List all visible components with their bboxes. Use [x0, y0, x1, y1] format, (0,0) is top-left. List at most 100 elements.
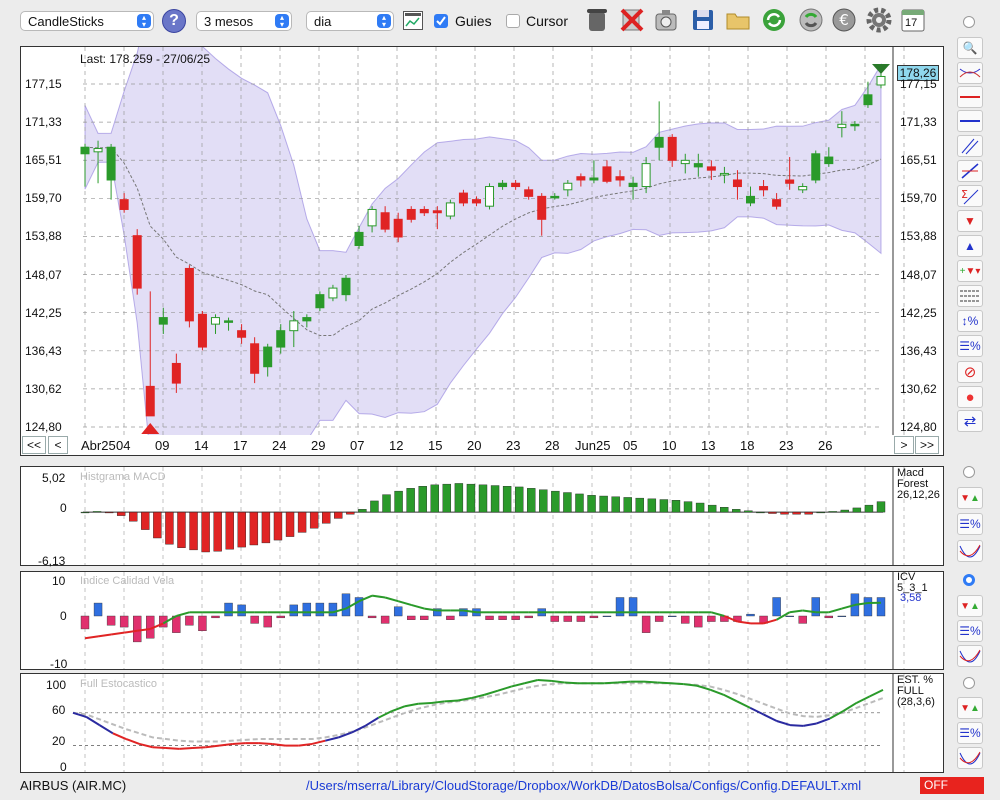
horizontal-line-blue-button[interactable] [957, 110, 983, 132]
candle-body [302, 317, 312, 322]
macd-signals-button[interactable]: ▼▲ [957, 487, 983, 509]
period-select[interactable]: 3 mesos ▴ ▾ [196, 11, 292, 31]
settings-button[interactable] [865, 6, 893, 34]
grid-lines-button[interactable] [957, 285, 983, 307]
nav-first-label: << [26, 438, 41, 452]
radio-price-panel[interactable] [963, 16, 975, 28]
lines-percent-icon: ☰% [959, 517, 981, 531]
stoch-k-line [391, 705, 406, 713]
chart-window-button[interactable] [403, 11, 423, 30]
trash-button[interactable] [583, 6, 611, 34]
calendar-button[interactable]: 17 [899, 6, 927, 34]
icv-curve-button[interactable] [957, 645, 983, 667]
camera-button[interactable] [652, 6, 680, 34]
config-path-link[interactable]: /Users/mserra/Library/CloudStorage/Dropb… [306, 778, 862, 793]
stoch-k-line [72, 711, 87, 718]
bollinger-button[interactable] [957, 62, 983, 84]
radio-macd-panel[interactable] [963, 466, 975, 478]
nav-first-button[interactable]: << [22, 436, 46, 454]
nav-next-label: > [900, 438, 908, 452]
macd-bar [430, 484, 439, 513]
icv-chart[interactable] [21, 572, 943, 669]
price-y-label: 148,07 [900, 267, 937, 282]
up-arrow-button[interactable]: ▲ [957, 235, 983, 257]
stoch-k-line [232, 742, 246, 745]
macd-chart[interactable] [21, 467, 943, 565]
scale-percent-button[interactable]: ↕% [957, 310, 983, 332]
icv-signal-line [724, 615, 738, 623]
open-folder-button[interactable] [724, 6, 752, 34]
icv-signal-line [776, 611, 791, 621]
stoch-curve-button[interactable] [957, 747, 983, 769]
euro-button[interactable]: € [830, 6, 858, 34]
radio-stoch-panel[interactable] [963, 677, 975, 689]
lines-percent-icon: ☰% [959, 339, 981, 353]
icv-signal-line [137, 627, 151, 632]
stoch-k-line [377, 710, 393, 719]
macd-curve-button[interactable] [957, 540, 983, 562]
icv-bar [824, 615, 834, 619]
macd-bar [370, 500, 379, 513]
trendline-button[interactable] [957, 160, 983, 182]
macd-bar [249, 511, 259, 546]
radio-icv-panel[interactable] [963, 574, 975, 586]
price-y-label: 130,62 [25, 381, 62, 396]
add-signals-button[interactable]: +▼▾ [957, 260, 983, 282]
stoch-panel[interactable] [20, 673, 944, 773]
download-button[interactable] [797, 6, 825, 34]
icv-signal-line [737, 620, 751, 625]
status-badge[interactable]: OFF [920, 777, 984, 794]
guides-checkbox[interactable] [434, 14, 448, 28]
channel-icon [961, 138, 979, 155]
price-chart[interactable] [21, 47, 943, 435]
stop-button[interactable]: ⊘ [957, 361, 983, 383]
stoch-k-line [816, 717, 831, 725]
horizontal-line-red-button[interactable] [957, 86, 983, 108]
interval-select[interactable]: dia ▴ ▾ [306, 11, 394, 31]
macd-lines-percent-button[interactable]: ☰% [957, 513, 983, 535]
sigma-line-button[interactable]: Σ [957, 185, 983, 207]
save-button[interactable] [689, 6, 717, 34]
candle-body [576, 176, 586, 181]
stoch-signals-button[interactable]: ▼▲ [957, 697, 983, 719]
grid-lines-icon [960, 290, 980, 302]
nav-last-button[interactable]: >> [915, 436, 939, 454]
cursor-checkbox[interactable] [506, 14, 520, 28]
refresh-button[interactable] [760, 6, 788, 34]
channel-button[interactable] [957, 135, 983, 157]
icv-signal-line [84, 635, 99, 640]
macd-bar [575, 493, 584, 513]
swap-button[interactable]: ⇄ [957, 410, 983, 432]
lines-percent-button[interactable]: ☰% [957, 335, 983, 357]
candle-body [341, 277, 351, 296]
macd-panel[interactable] [20, 466, 944, 566]
macd-bar [478, 484, 488, 513]
help-button[interactable]: ? [162, 9, 186, 33]
price-y-label: 136,43 [900, 343, 937, 358]
nav-prev-button[interactable]: < [48, 436, 68, 454]
interval-value: dia [314, 14, 332, 29]
nav-next-button[interactable]: > [894, 436, 914, 454]
delete-button[interactable] [618, 6, 646, 34]
stoch-k-line [484, 689, 499, 696]
chart-type-select[interactable]: CandleSticks ▴ ▾ [20, 11, 154, 31]
down-arrow-button[interactable]: ▼ [957, 210, 983, 232]
curve-icon [959, 649, 981, 663]
stoch-lines-percent-button[interactable]: ☰% [957, 722, 983, 744]
candle-body [706, 166, 716, 171]
stoch-k-line [218, 742, 233, 747]
icv-bar [302, 602, 312, 617]
zoom-button[interactable]: 🔍 [957, 37, 983, 59]
stoch-k-line [205, 744, 220, 749]
icv-bar [459, 608, 468, 617]
macd-bar [177, 511, 186, 548]
macd-bar [852, 507, 862, 513]
icv-bar [119, 615, 129, 628]
stoch-chart[interactable] [21, 674, 943, 772]
icv-bar [93, 602, 103, 617]
icv-signals-button[interactable]: ▼▲ [957, 595, 983, 617]
candle-body [524, 189, 534, 197]
price-panel[interactable] [20, 46, 944, 456]
record-button[interactable]: ● [957, 386, 983, 408]
icv-lines-percent-button[interactable]: ☰% [957, 620, 983, 642]
